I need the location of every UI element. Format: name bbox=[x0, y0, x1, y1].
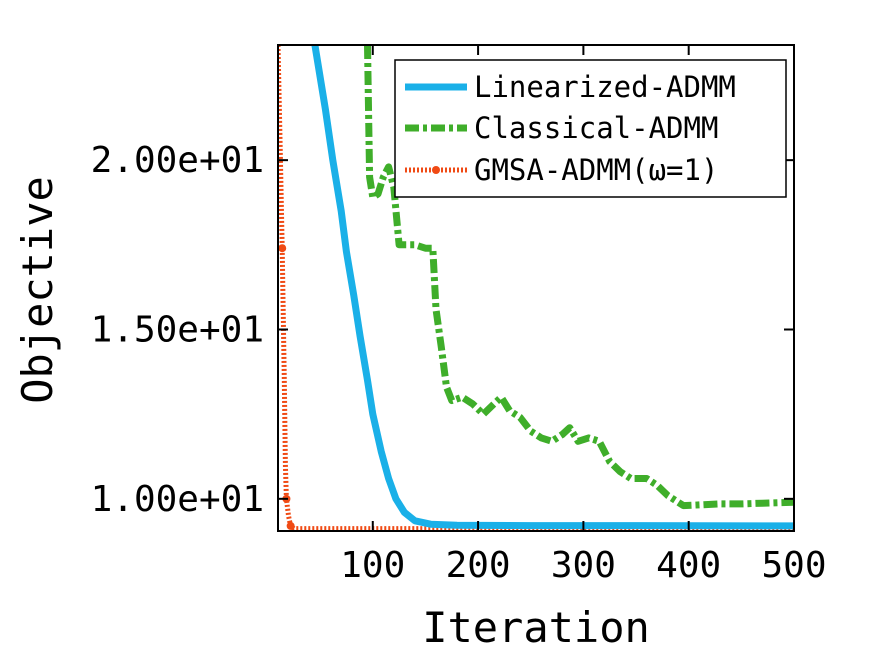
y-axis: 1.00e+01 1.50e+01 2.00e+01 bbox=[91, 140, 794, 520]
legend-label-classical-admm: Classical-ADMM bbox=[474, 111, 718, 145]
y-axis-title: Objective bbox=[13, 176, 62, 404]
gmsa-admm-marker bbox=[286, 521, 295, 530]
gmsa-admm-marker bbox=[278, 244, 287, 253]
series-line-classical-admm bbox=[364, 45, 794, 510]
y-tick-label: 1.50e+01 bbox=[91, 309, 264, 350]
x-tick-label: 300 bbox=[551, 545, 616, 586]
legend: Linearized-ADMM Classical-ADMM GMSA-ADMM… bbox=[394, 59, 787, 198]
legend-marker-gmsa-admm bbox=[432, 166, 440, 174]
series-line-linearized-admm bbox=[311, 45, 794, 530]
x-axis-title: Iteration bbox=[422, 603, 650, 652]
x-tick-label: 100 bbox=[340, 545, 405, 586]
x-tick-label: 200 bbox=[446, 545, 511, 586]
x-tick-label: 500 bbox=[761, 545, 826, 586]
x-axis: 100 200 300 400 500 bbox=[340, 45, 827, 586]
plot-frame bbox=[277, 44, 795, 532]
y-tick-label: 1.00e+01 bbox=[91, 479, 264, 520]
x-tick-label: 400 bbox=[656, 545, 721, 586]
y-tick-label: 2.00e+01 bbox=[91, 140, 264, 181]
legend-label-linearized-admm: Linearized-ADMM bbox=[474, 70, 736, 104]
legend-label-gmsa-admm: GMSA-ADMM(ω=1) bbox=[474, 153, 718, 187]
series-layer bbox=[278, 45, 794, 531]
